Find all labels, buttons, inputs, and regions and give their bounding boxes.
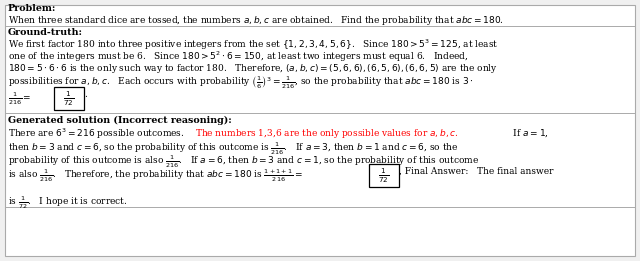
FancyBboxPatch shape: [5, 5, 635, 256]
Text: Generated solution (Incorrect reasoning):: Generated solution (Incorrect reasoning)…: [8, 116, 232, 125]
FancyBboxPatch shape: [369, 164, 399, 187]
Text: There are $6^3=216$ possible outcomes.: There are $6^3=216$ possible outcomes.: [8, 127, 188, 141]
Text: .: .: [84, 90, 87, 99]
Text: We first factor 180 into three positive integers from the set $\{1,2,3,4,5,6\}$.: We first factor 180 into three positive …: [8, 38, 499, 52]
Text: $180=5\cdot6\cdot6$ is the only such way to factor 180.   Therefore, $(a,b,c)=(5: $180=5\cdot6\cdot6$ is the only such way…: [8, 62, 498, 75]
Text: Ground-truth:: Ground-truth:: [8, 28, 83, 37]
Text: possibilities for $a,b,c$.   Each occurs with probability $\left(\frac{1}{6}\rig: possibilities for $a,b,c$. Each occurs w…: [8, 74, 474, 91]
Text: Problem:: Problem:: [8, 4, 56, 13]
Text: $\frac{1}{216}=$: $\frac{1}{216}=$: [8, 90, 31, 107]
Text: The numbers 1,3,6 are the only possible values for $a,b,c$.: The numbers 1,3,6 are the only possible …: [195, 127, 459, 140]
Text: then $b=3$ and $c=6$, so the probability of this outcome is $\frac{1}{216}$.   I: then $b=3$ and $c=6$, so the probability…: [8, 140, 458, 157]
Text: When three standard dice are tossed, the numbers $a,b,c$ are obtained.   Find th: When three standard dice are tossed, the…: [8, 14, 504, 27]
FancyBboxPatch shape: [54, 87, 84, 110]
Text: , Final Answer:   The final answer: , Final Answer: The final answer: [399, 167, 554, 176]
Text: $\frac{1}{72}$: $\frac{1}{72}$: [378, 166, 390, 185]
Text: If $a=1$,: If $a=1$,: [507, 127, 548, 139]
Text: one of the integers must be 6.   Since $180 > 5^2 \cdot 6 = 150$, at least two i: one of the integers must be 6. Since $18…: [8, 50, 468, 64]
Text: probability of this outcome is also $\frac{1}{216}$.   If $a=6$, then $b=3$ and : probability of this outcome is also $\fr…: [8, 153, 479, 170]
Text: is also $\frac{1}{216}$.   Therefore, the probability that $abc=180$ is $\frac{1: is also $\frac{1}{216}$. Therefore, the …: [8, 167, 303, 184]
Text: is $\frac{1}{72}$.   I hope it is correct.: is $\frac{1}{72}$. I hope it is correct.: [8, 194, 127, 211]
Text: $\frac{1}{72}$: $\frac{1}{72}$: [63, 89, 75, 108]
